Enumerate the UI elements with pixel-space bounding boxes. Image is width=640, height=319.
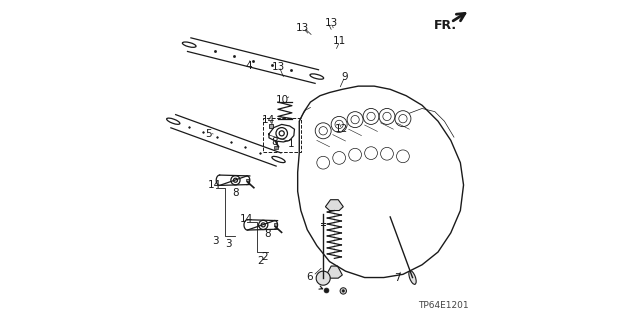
Text: 14: 14: [239, 213, 253, 224]
FancyBboxPatch shape: [275, 146, 278, 149]
Wedge shape: [316, 271, 330, 285]
Text: 4: 4: [246, 61, 253, 71]
Text: 11: 11: [333, 36, 346, 47]
Text: 13: 13: [325, 18, 338, 28]
Text: 3: 3: [225, 239, 232, 249]
Text: 13: 13: [272, 62, 285, 72]
Text: 8: 8: [232, 188, 239, 198]
Polygon shape: [325, 200, 343, 211]
Text: 3: 3: [212, 236, 219, 247]
Text: FR.: FR.: [433, 19, 456, 32]
Text: 2: 2: [257, 256, 264, 266]
Text: 10: 10: [276, 94, 289, 105]
Text: 14: 14: [262, 115, 275, 125]
Ellipse shape: [409, 271, 416, 284]
Text: 8: 8: [271, 137, 278, 147]
Circle shape: [342, 290, 344, 292]
Polygon shape: [326, 266, 342, 278]
Circle shape: [340, 288, 346, 294]
FancyBboxPatch shape: [246, 179, 249, 182]
Text: 2: 2: [261, 252, 268, 263]
Text: 6: 6: [307, 272, 313, 282]
Text: 5: 5: [205, 129, 212, 139]
Text: 8: 8: [264, 229, 271, 240]
Text: 7: 7: [394, 273, 401, 283]
FancyBboxPatch shape: [274, 223, 277, 226]
Text: 9: 9: [342, 72, 348, 82]
Text: TP64E1201: TP64E1201: [419, 301, 469, 310]
Text: 12: 12: [335, 124, 348, 134]
Text: 1: 1: [287, 139, 294, 149]
Text: 13: 13: [296, 23, 309, 33]
Text: 14: 14: [208, 180, 221, 190]
FancyBboxPatch shape: [269, 124, 273, 128]
